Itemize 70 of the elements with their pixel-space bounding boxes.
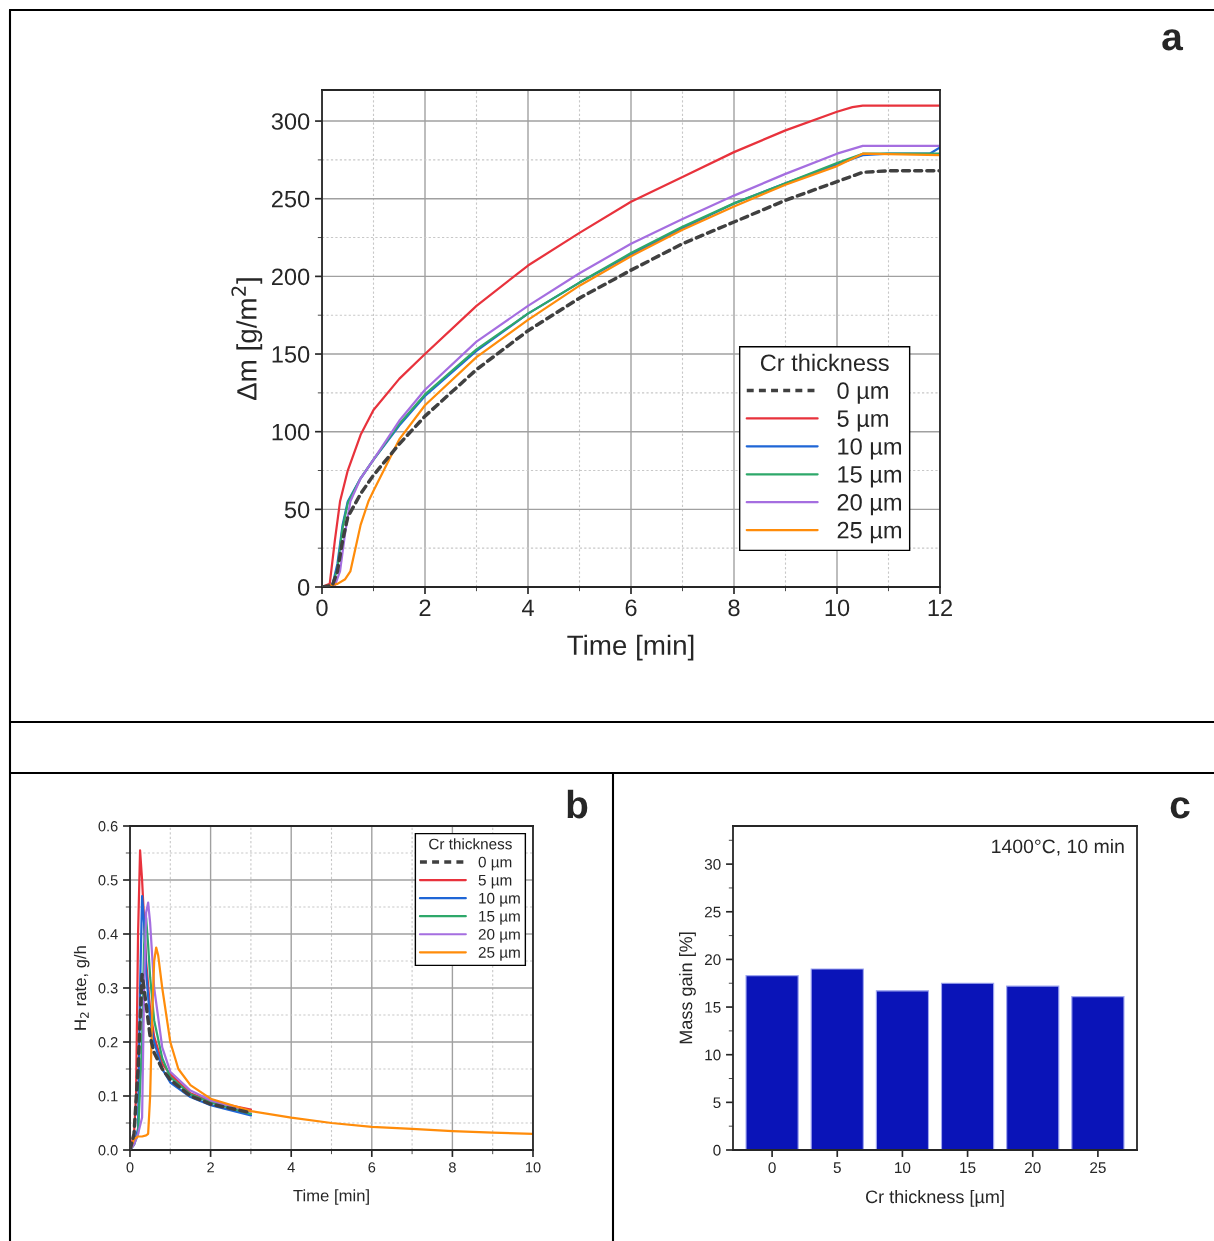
legend-label: 5 µm — [837, 410, 888, 432]
x-tick-label: 2 — [419, 599, 431, 616]
y-tick-label: 0.0 — [98, 1145, 118, 1156]
bar — [1006, 985, 1060, 1150]
legend-title: Cr thickness — [760, 353, 889, 372]
y-axis-title: Mass gain [%] — [679, 932, 696, 1044]
legend-label: 25 µm — [478, 946, 520, 961]
bar — [940, 982, 995, 1150]
x-axis-title: Time [min] — [293, 1189, 369, 1205]
y-tick-label: 0.3 — [98, 983, 118, 994]
x-tick-label: 4 — [521, 599, 534, 616]
y-tick-label: 250 — [271, 190, 310, 208]
y-tick-label: 5 — [713, 1097, 721, 1109]
x-tick-label: 20 — [1025, 1162, 1041, 1174]
y-tick-label: 0 — [297, 579, 310, 596]
x-tick-label: 10 — [895, 1162, 911, 1174]
legend-title: Cr thickness — [429, 838, 512, 850]
y-tick-label: 200 — [271, 268, 310, 286]
legend-label: 0 µm — [478, 856, 512, 871]
y-axis-title: H$_{2}$ rate, g/h — [73, 946, 90, 1030]
x-tick-label: 6 — [368, 1162, 376, 1173]
y-tick-label: 15 — [705, 1002, 721, 1013]
y-tick-label: 0.1 — [98, 1091, 118, 1102]
y-tick-label: 30 — [704, 858, 721, 870]
legend-label: 10 µm — [479, 892, 520, 907]
y-tick-label: 20 — [704, 954, 721, 966]
x-tick-label: 2 — [207, 1162, 214, 1173]
text: a — [1162, 29, 1184, 51]
text: b — [567, 789, 588, 819]
x-tick-label: 25 — [1090, 1162, 1106, 1174]
y-tick-label: 0.4 — [98, 929, 118, 940]
legend-label: 15 µm — [479, 911, 520, 925]
y-tick-label: 50 — [284, 501, 310, 519]
x-tick-label: 0 — [316, 599, 328, 617]
x-tick-label: 15 — [960, 1162, 976, 1174]
y-tick-label: 0.5 — [98, 875, 118, 886]
y-tick-label: 150 — [272, 346, 310, 363]
bar — [1071, 996, 1125, 1150]
y-tick-label: 0.6 — [98, 821, 118, 832]
x-tick-label: 0 — [768, 1162, 776, 1174]
legend-label: 0 µm — [837, 382, 888, 404]
y-tick-label: 10 — [705, 1049, 721, 1061]
x-tick-label: 5 — [833, 1162, 841, 1174]
legend-label: 25 µm — [837, 521, 902, 544]
annotation: 1400°C, 10 min — [992, 838, 1124, 856]
legend-label: 5 µm — [478, 874, 512, 889]
legend-label: 20 µm — [837, 493, 902, 516]
y-tick-label: 100 — [272, 423, 310, 441]
legend-label: 15 µm — [838, 466, 902, 488]
y-tick-label: 0 — [713, 1144, 721, 1156]
x-axis-title: Time [min] — [567, 634, 694, 661]
x-axis-title: Cr thickness [µm] — [866, 1189, 1004, 1207]
legend-label: 10 µm — [838, 438, 902, 460]
x-tick-label: 8 — [728, 599, 740, 617]
x-tick-label: 4 — [287, 1162, 295, 1173]
bar — [875, 990, 930, 1150]
y-tick-label: 0.2 — [98, 1037, 118, 1048]
legend-label: 20 µm — [478, 928, 520, 943]
y-axis-title: Δm [g/m$^{2}$] — [231, 278, 263, 401]
x-tick-label: 10 — [526, 1162, 541, 1173]
x-tick-label: 10 — [825, 599, 850, 617]
text: c — [1170, 797, 1190, 819]
bar — [810, 968, 864, 1150]
x-tick-label: 0 — [126, 1162, 134, 1173]
x-tick-label: 12 — [928, 599, 952, 616]
y-tick-label: 25 — [704, 906, 721, 918]
bar — [745, 975, 799, 1150]
x-tick-label: 6 — [625, 599, 637, 617]
x-tick-label: 8 — [448, 1162, 456, 1173]
y-tick-label: 300 — [271, 113, 310, 130]
